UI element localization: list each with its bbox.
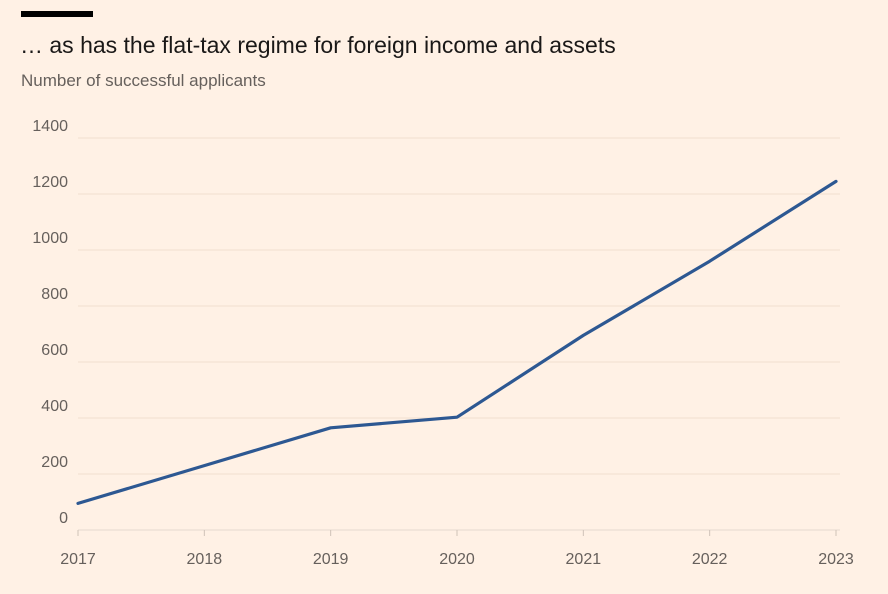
y-tick-label: 1000 <box>32 230 68 247</box>
y-tick-label: 600 <box>41 342 68 359</box>
y-tick-label: 400 <box>41 398 68 415</box>
x-tick-label: 2018 <box>187 551 223 568</box>
chart-subtitle: Number of successful applicants <box>21 71 266 90</box>
y-tick-label: 200 <box>41 454 68 471</box>
brand-bar <box>21 11 93 17</box>
x-tick-label: 2020 <box>439 551 475 568</box>
axis-layer: 0 200 400 600 800 1000 1200 1400 2017 2018 2019 202… <box>32 118 853 568</box>
x-tick-label: 2023 <box>818 551 854 568</box>
series-line-0 <box>76 179 838 505</box>
series-layer <box>76 179 838 505</box>
y-tick-label: 800 <box>41 286 68 303</box>
x-tick-label: 2017 <box>60 551 96 568</box>
y-tick-label: 0 <box>59 510 68 527</box>
x-tick-label: 2022 <box>692 551 728 568</box>
grid-layer <box>78 137 840 531</box>
chart-title: … as has the flat-tax regime for foreign… <box>20 32 616 58</box>
y-tick-label: 1400 <box>32 118 68 135</box>
x-tick-label: 2019 <box>313 551 349 568</box>
x-tick-label: 2021 <box>566 551 602 568</box>
y-tick-label: 1200 <box>32 174 68 191</box>
